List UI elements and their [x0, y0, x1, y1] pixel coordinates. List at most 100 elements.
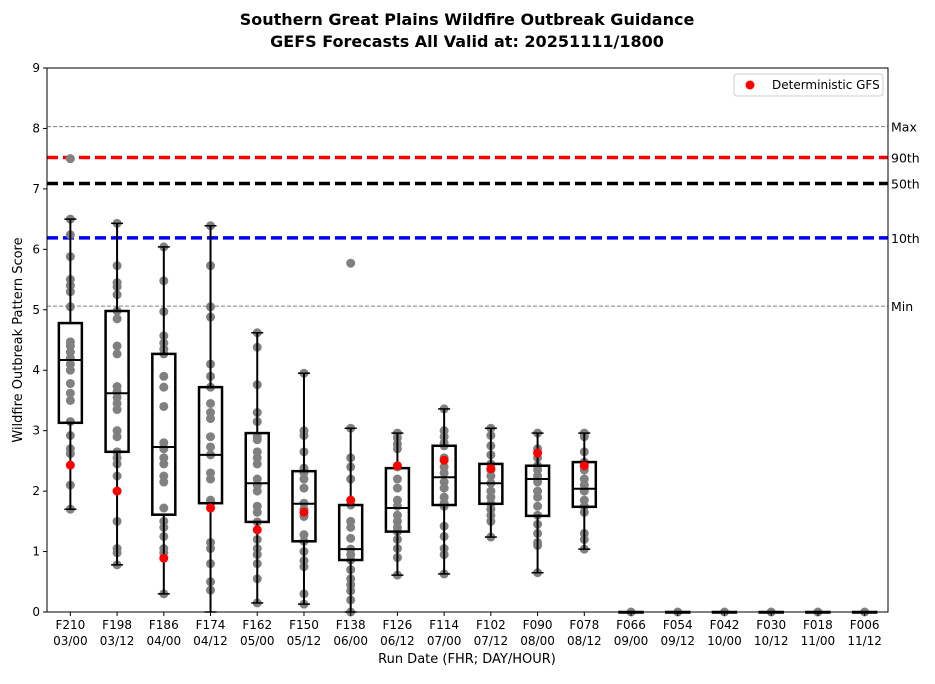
member-point	[206, 442, 216, 452]
box	[104, 309, 130, 454]
y-tick-label: 6	[32, 242, 40, 256]
x-tick-label-date: 11/00	[801, 634, 836, 648]
box-group-f090	[524, 428, 551, 578]
reference-label-max: Max	[891, 120, 917, 135]
x-tick-label-fhr: F102	[476, 618, 506, 632]
member-point	[159, 371, 169, 381]
deterministic-point	[112, 486, 122, 496]
member-point	[533, 501, 543, 511]
deterministic-point	[299, 507, 309, 517]
member-point	[159, 444, 169, 454]
member-point	[206, 432, 216, 442]
member-point	[252, 435, 262, 445]
x-tick-label-fhr: F078	[569, 618, 599, 632]
reference-label-50th: 50th	[891, 176, 920, 191]
x-tick-label-date: 06/00	[333, 634, 368, 648]
y-tick-label: 2	[32, 484, 40, 498]
y-tick-label: 5	[32, 303, 40, 317]
member-point	[299, 530, 309, 540]
x-tick-label-date: 09/12	[660, 634, 695, 648]
member-point	[252, 459, 262, 469]
x-tick-label-date: 05/00	[240, 634, 275, 648]
legend-label: Deterministic GFS	[772, 78, 880, 92]
x-tick-label-date: 05/12	[287, 634, 322, 648]
box	[291, 469, 317, 543]
box-group-f078	[571, 428, 598, 554]
member-point	[346, 258, 356, 268]
x-tick-label-date: 04/12	[193, 634, 228, 648]
member-point	[112, 405, 122, 415]
member-point	[346, 522, 356, 532]
x-tick-label-date: 06/12	[380, 634, 415, 648]
box-group-f102	[478, 423, 504, 542]
deterministic-point	[252, 525, 262, 535]
y-axis-label: Wildfire Outbreak Pattern Score	[11, 237, 26, 442]
box-group-f174	[197, 221, 224, 613]
legend-frame	[733, 73, 884, 97]
x-tick-label-date: 10/00	[707, 634, 742, 648]
box	[524, 464, 551, 518]
x-tick-label-date: 07/00	[427, 634, 462, 648]
member-point	[159, 382, 169, 392]
member-point	[439, 483, 449, 493]
member-point	[206, 414, 216, 424]
x-tick-label-fhr: F186	[149, 618, 179, 632]
chart-title-line-1: Southern Great Plains Wildfire Outbreak …	[240, 10, 695, 29]
member-point	[299, 483, 309, 493]
member-point	[206, 474, 216, 484]
deterministic-point	[486, 464, 496, 474]
box	[151, 352, 177, 516]
deterministic-point	[65, 460, 75, 470]
x-tick-label-fhr: F210	[55, 618, 85, 632]
x-tick-label-fhr: F198	[102, 618, 132, 632]
deterministic-point	[346, 495, 356, 505]
x-axis-label: Run Date (FHR; DAY/HOUR)	[378, 652, 556, 667]
reference-label-10th: 10th	[891, 231, 920, 246]
member-point	[252, 486, 262, 496]
box-group-f198	[104, 218, 130, 570]
member-point	[486, 471, 496, 481]
legend: Deterministic GFS	[733, 73, 884, 97]
x-tick-label-date: 03/12	[100, 634, 135, 648]
member-point	[252, 507, 262, 517]
y-tick-label: 1	[32, 545, 40, 559]
x-tick-label-fhr: F006	[850, 618, 880, 632]
member-point	[159, 503, 169, 513]
box-group-f150	[291, 368, 317, 609]
member-point	[299, 474, 309, 484]
member-point	[392, 483, 402, 493]
x-tick-label-fhr: F114	[429, 618, 459, 632]
box-group-f114	[431, 404, 457, 579]
x-tick-label-date: 07/12	[474, 634, 509, 648]
y-tick-label: 4	[32, 363, 40, 377]
x-tick-label-fhr: F030	[756, 618, 786, 632]
reference-label-90th: 90th	[891, 150, 920, 165]
box-group-f126	[384, 428, 411, 580]
member-point	[159, 477, 169, 487]
member-point	[65, 365, 75, 375]
deterministic-point	[533, 448, 543, 458]
member-point	[112, 314, 122, 324]
box-group-f162	[244, 328, 270, 608]
x-tick-label-fhr: F126	[383, 618, 413, 632]
x-tick-label-date: 04/00	[147, 634, 182, 648]
chart-title-line-2: GEFS Forecasts All Valid at: 20251111/18…	[270, 32, 664, 51]
box-group-f186	[151, 242, 177, 599]
member-point	[486, 492, 496, 502]
deterministic-point	[579, 461, 589, 471]
member-point	[533, 492, 543, 502]
legend-marker	[745, 80, 755, 90]
box	[197, 385, 224, 505]
reference-label-min: Min	[891, 299, 913, 314]
member-point	[439, 468, 449, 478]
x-tick-label-fhr: F174	[196, 618, 226, 632]
x-tick-label-fhr: F018	[803, 618, 833, 632]
y-tick-label: 8	[32, 121, 40, 135]
member-point	[159, 401, 169, 411]
x-tick-label-date: 08/00	[520, 634, 555, 648]
x-tick-label-date: 11/12	[847, 634, 882, 648]
y-tick-label: 3	[32, 424, 40, 438]
box	[431, 444, 457, 507]
y-tick-label: 0	[32, 605, 40, 619]
